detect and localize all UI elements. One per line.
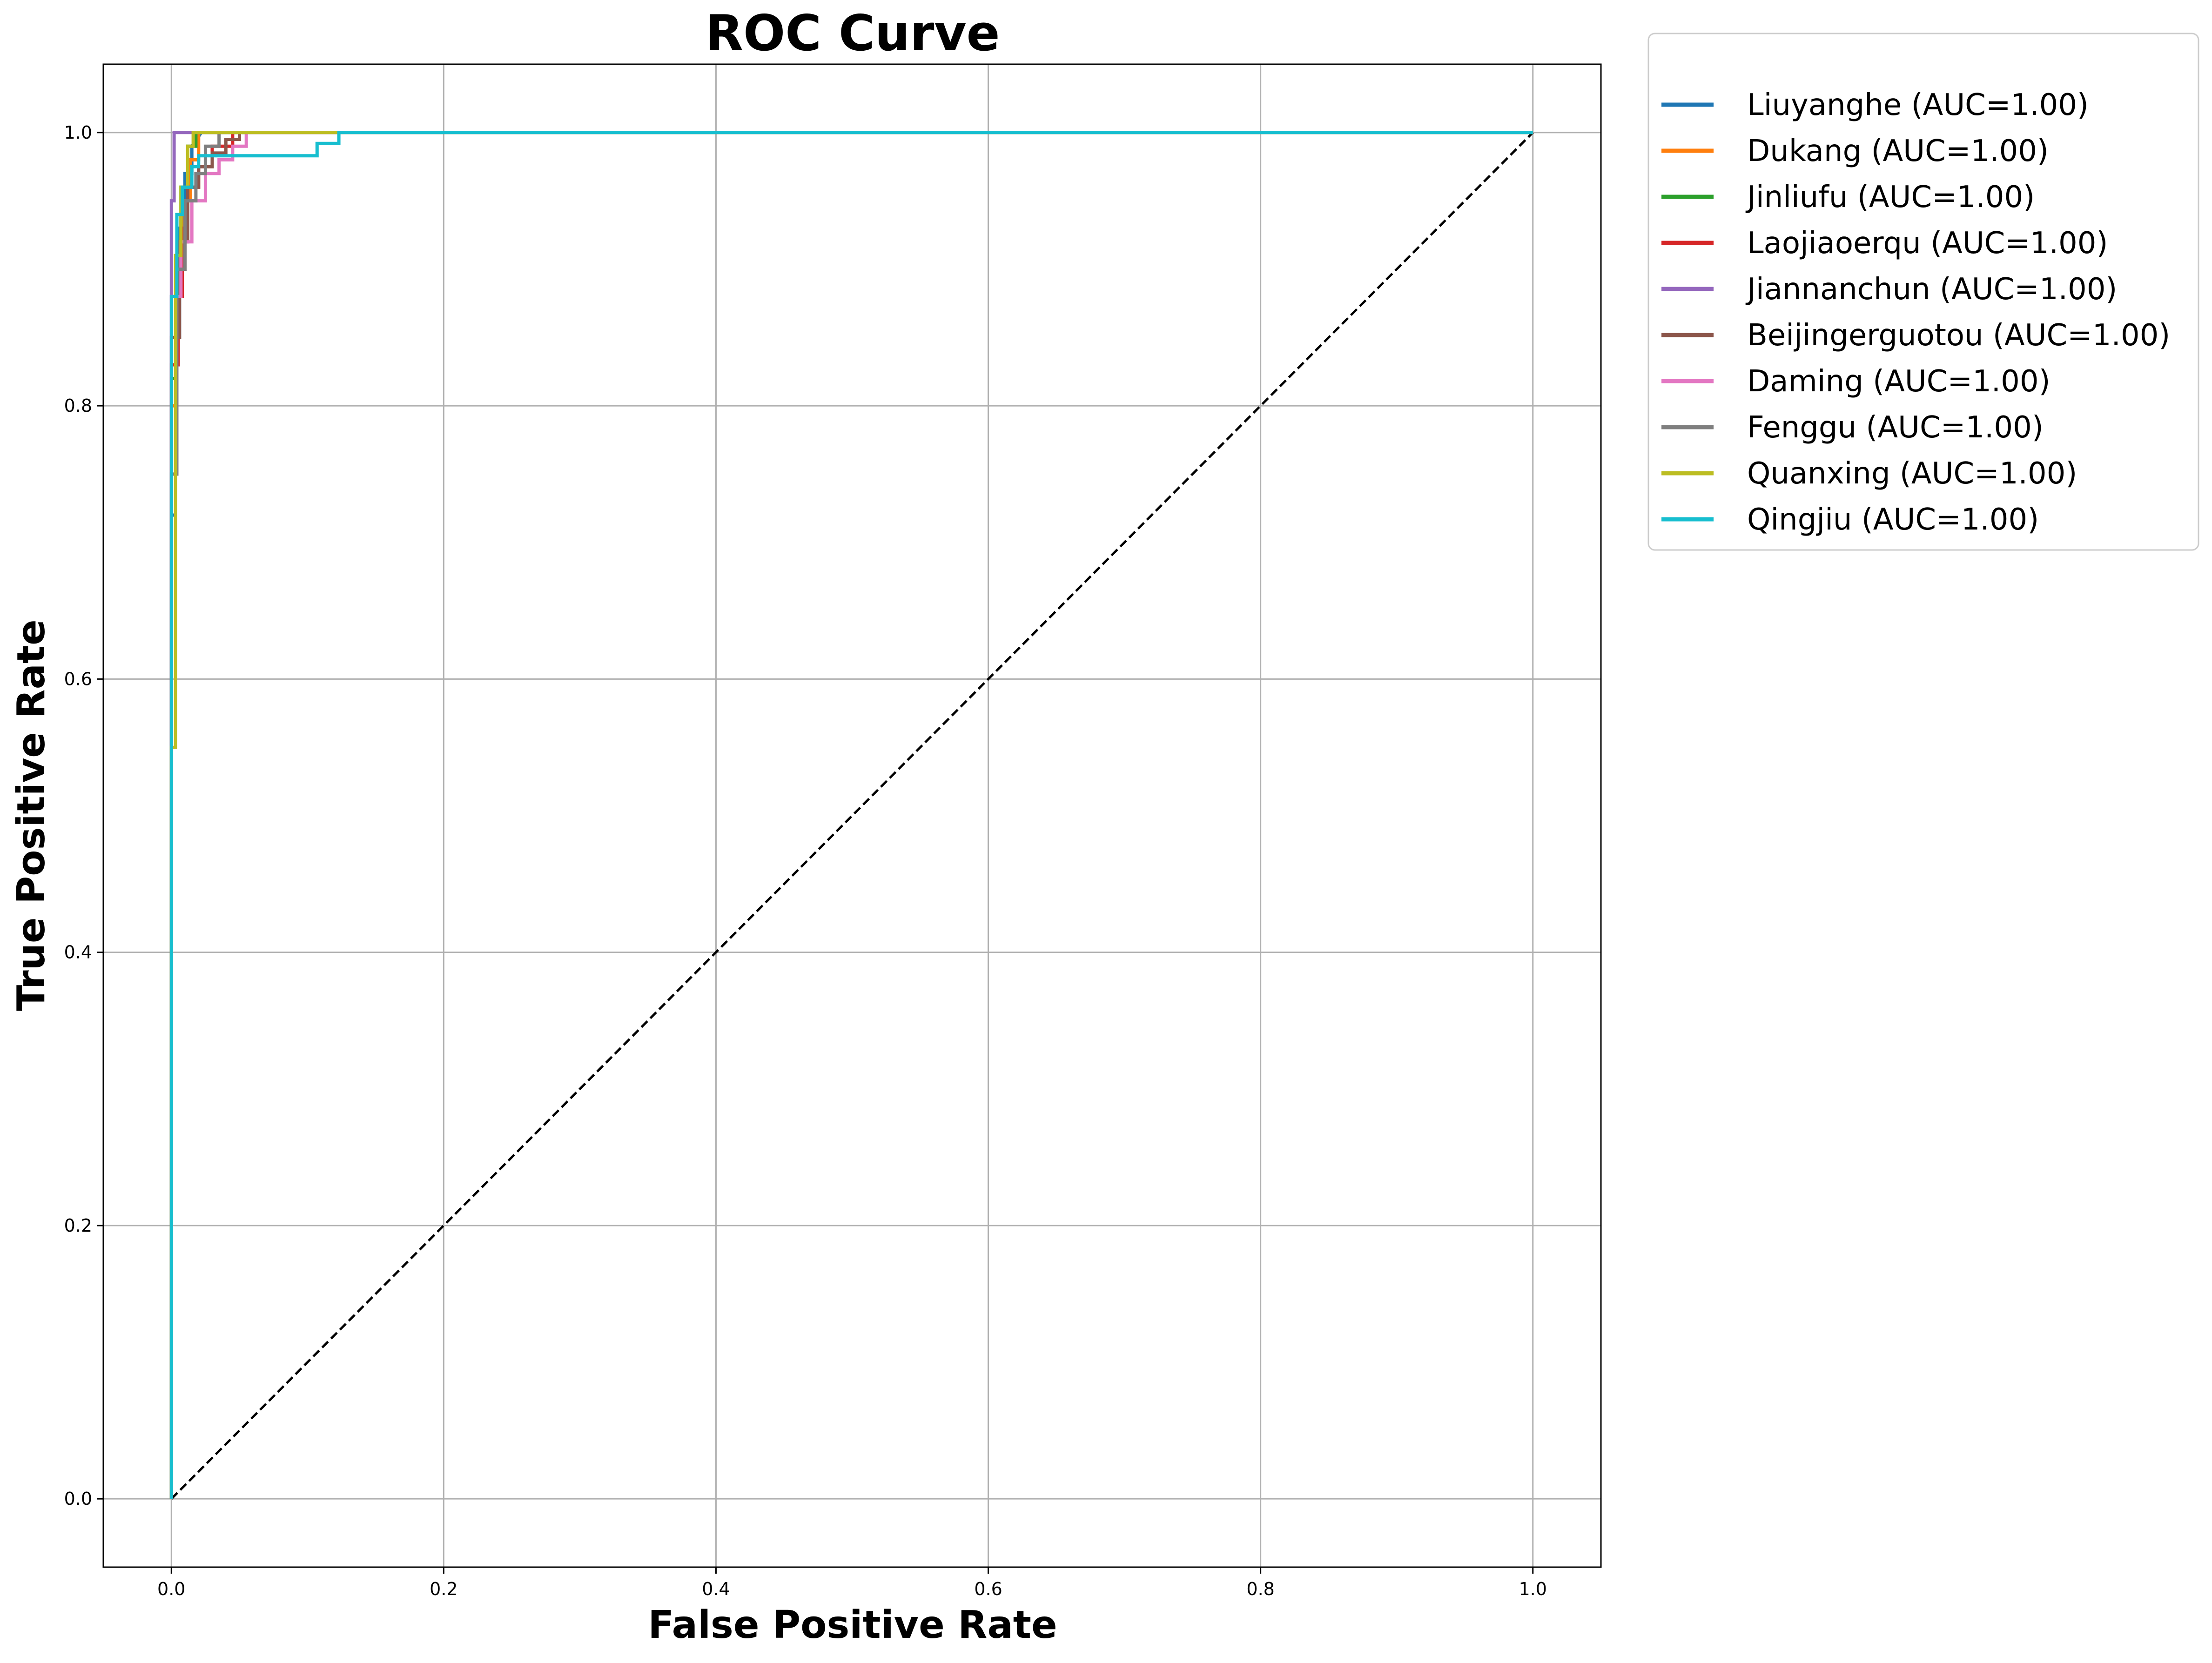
legend-label-liuyanghe: Liuyanghe (AUC=1.00) (1747, 88, 2089, 122)
legend-label-daming: Daming (AUC=1.00) (1747, 364, 2051, 399)
x-tick-label: 0.2 (430, 1579, 457, 1599)
legend-label-quanxing: Quanxing (AUC=1.00) (1747, 456, 2077, 491)
y-tick-label: 0.4 (64, 942, 92, 963)
x-tick-label: 0.8 (1246, 1579, 1274, 1599)
y-tick-label: 1.0 (64, 122, 92, 143)
legend-label-jiannanchun: Jiannanchun (AUC=1.00) (1745, 272, 2117, 307)
chart-title: ROC Curve (706, 5, 1000, 62)
plot-frame (102, 63, 1602, 1568)
y-axis-label: True Positive Rate (9, 619, 54, 1011)
x-tick-label: 0.0 (157, 1579, 185, 1599)
x-tick-label: 0.4 (702, 1579, 730, 1599)
roc-line-qingjiu (169, 131, 1533, 1499)
legend-label-beijingerguotou: Beijingerguotou (AUC=1.00) (1747, 318, 2170, 353)
chance-diagonal-line (170, 132, 1534, 1500)
series-layer (169, 131, 1533, 1499)
legend-label-jinliufu: Jinliufu (AUC=1.00) (1745, 180, 2035, 215)
legend-label-qingjiu: Qingjiu (AUC=1.00) (1747, 503, 2039, 537)
x-tick-label: 0.6 (974, 1579, 1002, 1599)
y-tick-label: 0.6 (64, 669, 92, 689)
y-tick-label: 0.0 (64, 1489, 92, 1509)
legend-label-fenggu: Fenggu (AUC=1.00) (1747, 410, 2044, 445)
x-tick-label: 1.0 (1519, 1579, 1547, 1599)
tick-layer: 0.0 0.2 0.4 0.6 0.8 1.0 0.0 0.2 0.4 0.6 0.8 1.0 (64, 122, 1547, 1599)
x-axis-label: False Positive Rate (648, 1603, 1057, 1647)
legend-label-laojiaoerqu: Laojiaoerqu (AUC=1.00) (1747, 226, 2108, 261)
y-tick-label: 0.2 (64, 1215, 92, 1236)
grid-layer (103, 64, 1601, 1567)
legend: Liuyanghe (AUC=1.00) Dukang (AUC=1.00) Jin… (1647, 33, 2199, 551)
reference-layer (170, 132, 1534, 1500)
legend-box (1647, 33, 2199, 551)
legend-label-dukang: Dukang (AUC=1.00) (1747, 134, 2049, 168)
y-tick-label: 0.8 (64, 396, 92, 416)
